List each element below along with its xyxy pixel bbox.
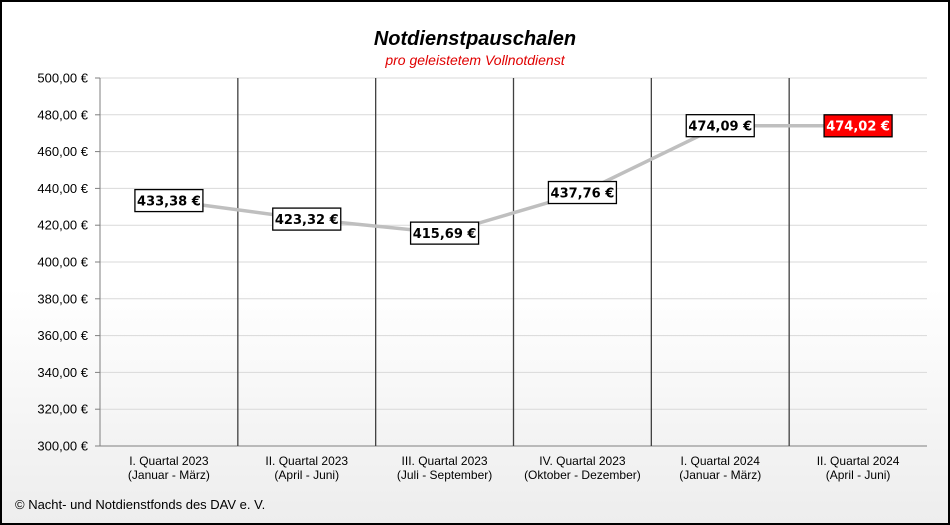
y-tick-label: 460,00 € [37,144,88,159]
data-label-box [685,114,755,138]
chart-subtitle: pro geleistetem Vollnotdienst [385,52,565,68]
y-tick-label: 420,00 € [37,218,88,233]
data-label-box [134,188,204,213]
data-label: 474,02 € [826,120,890,135]
x-category-label: I. Quartal 2023 [129,454,209,468]
y-tick-label: 340,00 € [37,365,88,380]
data-label: 474,09 € [688,119,752,134]
x-category-label: II. Quartal 2024 [817,454,900,468]
data-label-box [409,221,480,245]
y-tick-label: 320,00 € [37,402,88,417]
x-category-label: (April - Juni) [826,468,891,482]
x-category-label: (April - Juni) [274,468,339,482]
x-category-label: I. Quartal 2024 [681,454,761,468]
y-tick-label: 300,00 € [37,439,88,454]
x-category-label: (Juli - September) [397,468,492,482]
data-label-box-highlight [823,114,893,138]
y-tick-label: 480,00 € [37,107,88,122]
x-category-label: III. Quartal 2023 [402,454,488,468]
x-category-label: IV. Quartal 2023 [539,454,626,468]
chart-title: Notdienstpauschalen [373,28,577,50]
y-tick-label: 440,00 € [37,181,88,196]
data-label: 433,38 € [137,194,201,209]
y-tick-label: 500,00 € [37,71,88,86]
data-label: 415,69 € [413,227,477,242]
y-tick-label: 380,00 € [37,291,88,306]
data-label: 437,76 € [551,186,615,201]
data-label: 423,32 € [275,213,339,228]
data-label-box [547,180,618,205]
x-category-label: (Januar - März) [679,468,761,482]
copyright-footer: © Nacht- und Notdienstfonds des DAV e. V… [15,497,266,512]
y-tick-label: 400,00 € [37,255,88,270]
y-tick-label: 360,00 € [37,328,88,343]
x-category-label: (Oktober - Dezember) [524,468,641,482]
data-label-box [272,207,342,231]
x-category-label: II. Quartal 2023 [265,454,348,468]
x-category-label: (Januar - März) [128,468,210,482]
